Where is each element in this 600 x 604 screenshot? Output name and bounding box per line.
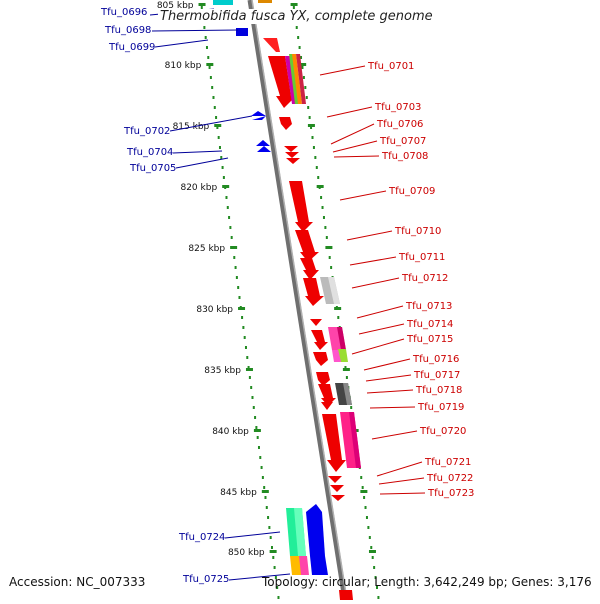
leader-line: [172, 150, 223, 154]
gene-label-tfu_0715: Tfu_0715: [406, 334, 453, 345]
leader-line: [371, 430, 418, 440]
gene-label-tfu_0707: Tfu_0707: [379, 136, 426, 147]
kbp-tick-label: 825 kbp: [188, 244, 225, 254]
gene-label-tfu_0721: Tfu_0721: [424, 457, 471, 468]
leader-line: [228, 573, 291, 581]
leader-lines-right: [319, 65, 426, 495]
kbp-tick-left: [230, 246, 238, 249]
leader-line: [151, 29, 239, 32]
kbp-tick-right: [334, 307, 342, 310]
kbp-tick-left: [198, 3, 206, 6]
leader-line: [332, 140, 378, 153]
gene-label-tfu_0704: Tfu_0704: [126, 147, 173, 158]
gene-label-tfu_0699: Tfu_0699: [108, 42, 155, 53]
kbp-tick-label: 820 kbp: [180, 183, 217, 193]
kbp-tick-left: [253, 429, 261, 432]
kbp-tick-left: [222, 185, 230, 188]
gene-label-tfu_0708: Tfu_0708: [381, 151, 428, 162]
gene-label-tfu_0709: Tfu_0709: [388, 186, 435, 197]
gene-label-tfu_0722: Tfu_0722: [426, 473, 473, 484]
leader-line: [349, 256, 397, 266]
gene-label-tfu_0703: Tfu_0703: [374, 102, 421, 113]
kbp-tick-label: 830 kbp: [196, 305, 233, 315]
topology-text: Topology: circular; Length: 3,642,249 bp…: [262, 575, 592, 589]
gene-label-tfu_0696: Tfu_0696: [100, 7, 147, 18]
gene-label-tfu_0712: Tfu_0712: [401, 273, 448, 284]
leader-line: [366, 389, 414, 394]
gene-labels-left: Tfu_0696 Tfu_0698 Tfu_0699 Tfu_0702 Tfu_0704…: [100, 7, 229, 585]
leader-line: [369, 406, 416, 409]
kbp-tick-right: [290, 3, 298, 6]
kbp-tick-left: [261, 490, 269, 493]
leader-line: [326, 106, 373, 118]
kbp-tick-right: [299, 63, 307, 66]
leader-line: [346, 230, 393, 241]
leader-line: [379, 492, 426, 495]
kbp-tick-label: 835 kbp: [204, 366, 241, 376]
gene-label-tfu_0698: Tfu_0698: [104, 25, 151, 36]
gene-label-tfu_0701: Tfu_0701: [367, 61, 414, 72]
gene-label-tfu_0717: Tfu_0717: [413, 370, 460, 381]
kbp-tick-right: [342, 368, 350, 371]
leader-line: [339, 190, 387, 201]
backbone: [247, 0, 348, 601]
gene-label-tfu_0719: Tfu_0719: [417, 402, 464, 413]
kbp-tick-label: 840 kbp: [212, 427, 249, 437]
kbp-tick-left: [206, 63, 214, 66]
kbp-tick-label: 805 kbp: [157, 1, 194, 11]
gene-label-tfu_0710: Tfu_0710: [394, 226, 441, 237]
leader-line: [376, 461, 423, 477]
leader-line: [330, 123, 375, 145]
genome-title: Thermobifida fusca YX, complete genome: [158, 9, 435, 24]
leader-line: [356, 305, 404, 319]
accession-text: Accession: NC_007333: [9, 575, 146, 589]
leader-line: [224, 531, 281, 539]
gene-label-tfu_0711: Tfu_0711: [398, 252, 445, 263]
gene-label-tfu_0702: Tfu_0702: [123, 126, 170, 137]
gene-label-tfu_0718: Tfu_0718: [415, 385, 462, 396]
gene-label-tfu_0716: Tfu_0716: [412, 354, 459, 365]
kbp-tick-right: [360, 490, 368, 493]
leader-line: [363, 358, 411, 371]
gene-label-tfu_0714: Tfu_0714: [406, 319, 453, 330]
gene-label-tfu_0724: Tfu_0724: [178, 532, 225, 543]
kbp-tick-label: 845 kbp: [220, 488, 257, 498]
leader-line: [175, 157, 229, 169]
gene-label-tfu_0725: Tfu_0725: [182, 574, 229, 585]
gene-label-tfu_0720: Tfu_0720: [419, 426, 466, 437]
kbp-tick-label: 850 kbp: [228, 548, 265, 558]
leader-line: [319, 65, 366, 76]
kbp-tick-right: [325, 246, 333, 249]
gene-label-tfu_0723: Tfu_0723: [427, 488, 474, 499]
gene-label-tfu_0713: Tfu_0713: [405, 301, 452, 312]
gene-label-tfu_0706: Tfu_0706: [376, 119, 423, 130]
kbp-tick-left: [269, 550, 277, 553]
gene-label-tfu_0705: Tfu_0705: [129, 163, 176, 174]
top-partial-features: [213, 0, 272, 36]
kbp-tick-right: [307, 124, 315, 127]
kbp-tick-right: [316, 185, 324, 188]
leader-line: [333, 155, 380, 158]
kbp-tick-left: [214, 124, 222, 127]
leader-line: [351, 277, 400, 289]
reverse-genes: [251, 111, 328, 575]
leader-line: [351, 338, 405, 355]
kbp-tick-marks: [198, 3, 376, 553]
leader-line: [365, 374, 412, 382]
forward-genes: [263, 38, 361, 600]
leader-line: [358, 323, 405, 335]
kbp-tick-left: [245, 368, 253, 371]
kbp-tick-left: [238, 307, 246, 310]
leader-line: [169, 115, 253, 132]
leader-line: [378, 477, 425, 485]
kbp-tick-right: [368, 550, 376, 553]
leader-line: [154, 39, 209, 48]
kbp-tick-label: 810 kbp: [165, 61, 202, 71]
gene-labels-right: Tfu_0701 Tfu_0703 Tfu_0706 Tfu_0707 Tfu_0708…: [367, 61, 474, 499]
